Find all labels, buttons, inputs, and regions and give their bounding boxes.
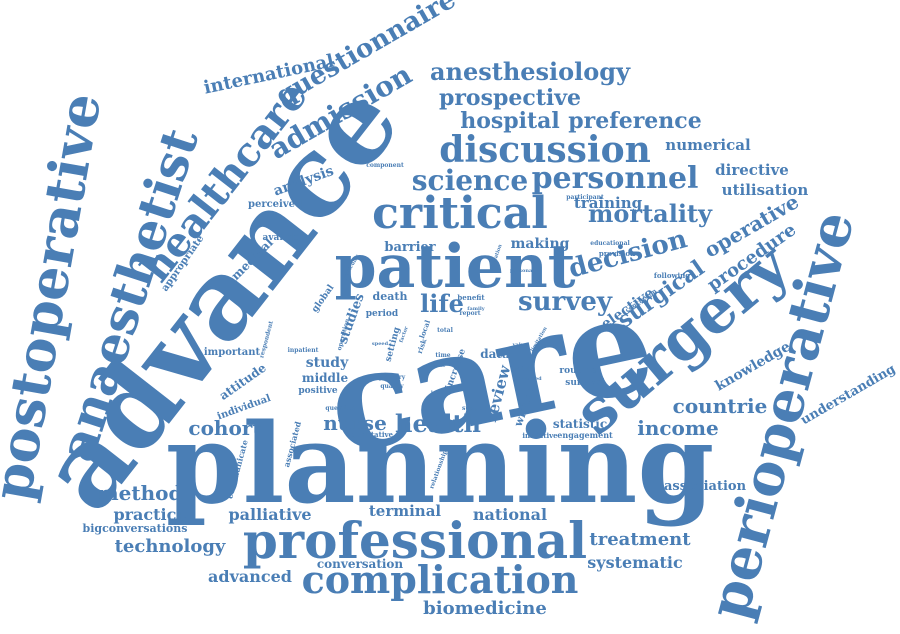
word-health: health [395, 409, 481, 438]
word-numerical: numerical [665, 136, 751, 154]
word-cohort: cohort [188, 416, 262, 440]
word-data: data [480, 347, 510, 361]
word-training: training [574, 194, 643, 212]
word-terminal: terminal [369, 502, 442, 520]
word-biomedicine: biomedicine [423, 598, 547, 619]
word-conversation: conversation [317, 557, 404, 571]
word-personnel: personnel [532, 161, 699, 196]
word-barrier: barrier [384, 240, 435, 255]
word-inpatient: inpatient [288, 347, 319, 354]
word-quality: quality [380, 383, 404, 390]
word-perceived: perceived [248, 199, 302, 210]
word-middle: middle [302, 371, 349, 385]
word-survival: survival [565, 378, 605, 388]
word-important: important [204, 347, 261, 358]
word-method: method [98, 481, 183, 505]
word-factor: factor [398, 325, 409, 343]
word-advanced: advanced [208, 567, 292, 586]
word-value: value [512, 342, 528, 348]
word-prospective: prospective [439, 85, 581, 111]
word-study: study [306, 355, 349, 371]
word-patient: patient [335, 232, 576, 302]
word-mortality: mortality [588, 199, 713, 228]
word-technology: technology [115, 536, 226, 557]
word-result: result [429, 363, 446, 369]
word-practice: practice [113, 505, 186, 524]
word-engagement: engagement [557, 430, 613, 440]
word-statistic: statistic [553, 417, 607, 431]
word-death: death [373, 290, 408, 303]
word-initiative: initiative [522, 431, 558, 440]
word-directive: directive [715, 161, 789, 179]
word-total: total [437, 327, 453, 334]
word-survey: survey [518, 287, 613, 317]
word-period: period [366, 309, 399, 319]
word-qualitative: qualitative [351, 430, 394, 439]
word-discussion: discussion [439, 129, 651, 171]
word-hospital: hospital [460, 108, 560, 134]
word-routine: routine [559, 366, 596, 376]
word-article: article [511, 366, 533, 373]
word-latency: latency [431, 390, 452, 396]
word-family: family [467, 306, 485, 312]
word-positive: positive [298, 386, 338, 396]
word-life: life [420, 289, 464, 318]
word-following: following [654, 271, 690, 280]
word-nurse: nurse [323, 411, 387, 435]
word-component: component [366, 162, 404, 169]
word-professional: professional [243, 511, 587, 570]
word-benefit: benefit [457, 293, 485, 302]
word-bigconversations: bigconversations [83, 522, 188, 535]
word-national: national [473, 505, 547, 524]
word-countrie: countrie [673, 394, 768, 418]
word-planning: planning [166, 399, 715, 528]
word-participant: participant [566, 194, 604, 201]
word-speed: speed [372, 341, 389, 347]
word-primary: primary [379, 374, 406, 381]
word-palliative: palliative [228, 505, 311, 524]
word-educational: educational [590, 240, 630, 247]
word-making: making [511, 236, 570, 252]
word-complication: complication [302, 557, 579, 602]
word-provision: provision [599, 249, 635, 258]
word-question: question [325, 405, 355, 412]
word-critical: critical [372, 188, 548, 239]
word-personal: personal [510, 268, 534, 274]
word-involved: involved [518, 376, 542, 382]
word-association: association [664, 479, 747, 494]
word-report: report [459, 310, 480, 317]
word-support: support [462, 405, 488, 412]
word-anesthesiology: anesthesiology [430, 57, 631, 86]
word-time: time [435, 352, 450, 359]
word-utilisation: utilisation [722, 181, 809, 199]
word-global: global [310, 283, 336, 315]
word-available: available [263, 233, 308, 243]
word-systematic: systematic [587, 553, 683, 572]
word-treatment: treatment [589, 529, 691, 550]
word-income: income [637, 416, 719, 440]
word-science: science [412, 164, 528, 197]
word-preference: preference [568, 108, 701, 134]
